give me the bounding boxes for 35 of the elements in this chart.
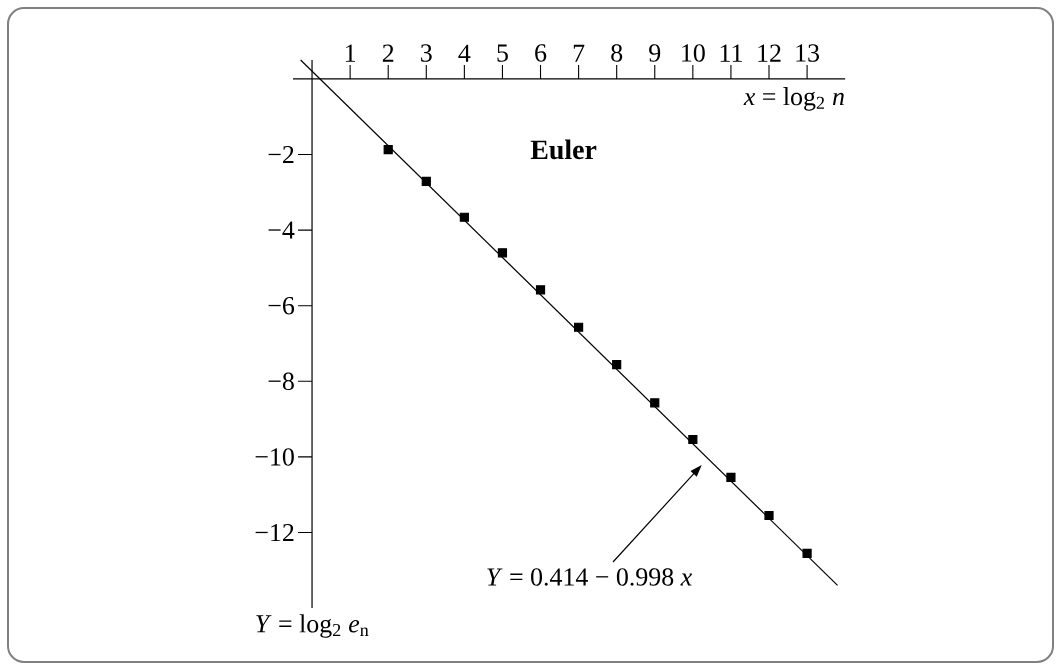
point: [459, 212, 469, 222]
x-tick-label: 4: [458, 44, 471, 62]
x-tick-label: 7: [573, 44, 585, 62]
x-tick-label: 2: [382, 44, 394, 62]
point: [612, 360, 622, 370]
point: [764, 510, 774, 521]
y-tick-label: −2: [268, 145, 294, 164]
x-tick-label: 11: [720, 44, 742, 62]
x-axis-title: x = log$_{2}$ n: [743, 87, 844, 111]
point: [383, 144, 393, 155]
x-tick-label: 10: [682, 44, 705, 62]
annotation: Y = 0.414 − 0.998 x: [487, 568, 692, 586]
point: [688, 434, 698, 445]
y-axis-title: Y = log$_{2}$ e$_{n}$: [256, 614, 369, 638]
point: [497, 248, 508, 258]
x-tick-label: 6: [535, 44, 547, 62]
x-tick-label: 5: [497, 44, 508, 62]
x-tick-label: 1: [345, 44, 356, 62]
point: [650, 398, 660, 408]
y-tick-label: −10: [255, 448, 294, 466]
y-tick-label: −12: [255, 523, 294, 542]
point: [802, 548, 812, 558]
x-tick-label: 9: [649, 44, 661, 62]
point: [535, 285, 546, 295]
point: [421, 176, 431, 186]
point: [726, 472, 736, 482]
text: Euler: [530, 139, 597, 160]
point: [574, 322, 584, 332]
x-tick-label: 12: [758, 44, 781, 62]
x-tick-label: 3: [421, 44, 432, 62]
y-tick-label: −6: [268, 296, 295, 315]
y-tick-label: −8: [268, 372, 294, 391]
x-tick-label: 13: [796, 44, 820, 62]
y-tick-label: −4: [268, 221, 295, 239]
x-tick-label: 8: [611, 44, 623, 62]
